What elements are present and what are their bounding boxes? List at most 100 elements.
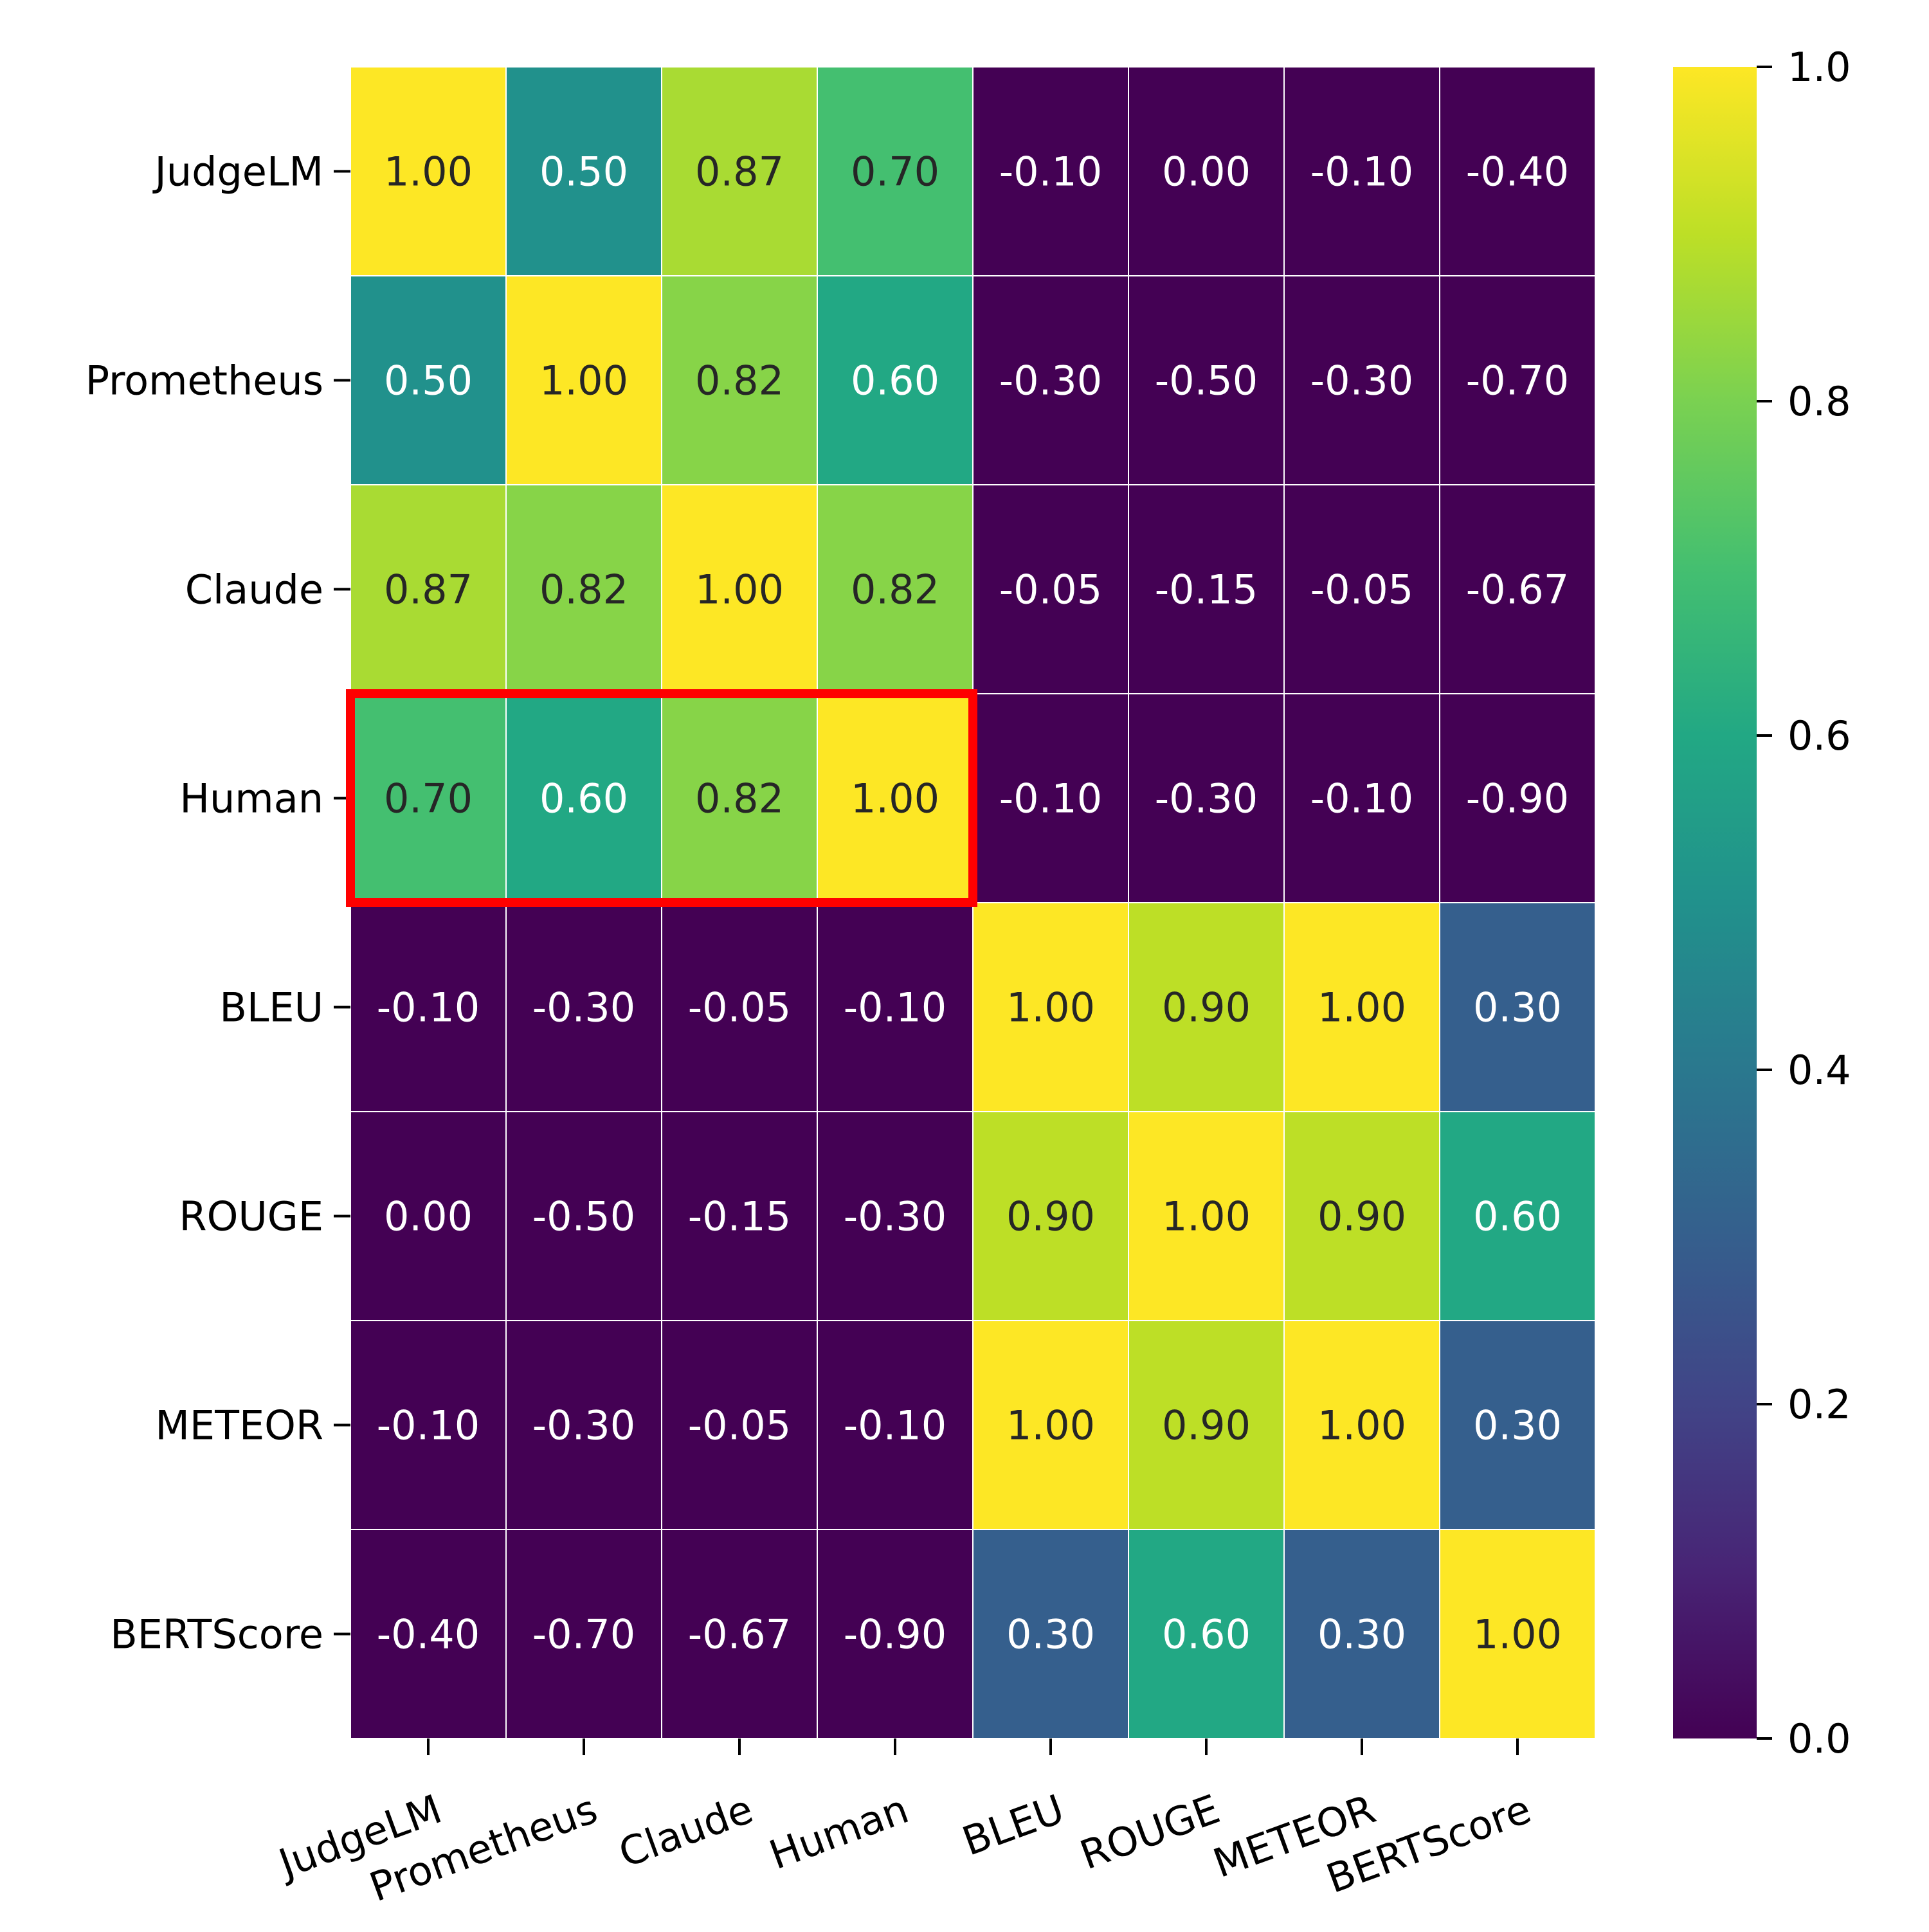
- cell-value-label: 1.00: [1318, 1402, 1406, 1449]
- heatmap-cell: [817, 275, 974, 485]
- cell-value-label: 1.00: [1006, 984, 1095, 1031]
- y-tick-label: Prometheus: [86, 357, 323, 404]
- heatmap-cell: [1128, 902, 1285, 1112]
- cell-value-label: 1.00: [1473, 1611, 1562, 1658]
- cell-value-label: -0.15: [1155, 566, 1258, 613]
- cell-value-label: -0.70: [1466, 357, 1569, 404]
- heatmap-cell: [505, 484, 662, 694]
- cell-value-label: 0.90: [1006, 1193, 1095, 1240]
- x-tick-label: BLEU: [956, 1785, 1070, 1865]
- heatmap-cell: [1128, 1529, 1285, 1739]
- y-tick-label: METEOR: [155, 1402, 323, 1449]
- heatmap-cell: [661, 1111, 818, 1321]
- heatmap-cell: [1128, 484, 1285, 694]
- heatmap-cell: [1283, 1111, 1440, 1321]
- x-tick-label: ROUGE: [1074, 1785, 1226, 1879]
- heatmap-cell: [1128, 1320, 1285, 1530]
- cell-value-label: 0.82: [695, 357, 784, 404]
- cell-value-label: -0.40: [1466, 149, 1569, 195]
- cell-value-label: -0.40: [377, 1611, 480, 1658]
- heatmap-cell: [1439, 484, 1596, 694]
- heatmap-cell: [350, 693, 507, 903]
- cell-value-label: -0.15: [688, 1193, 791, 1240]
- cell-value-label: 1.00: [1162, 1193, 1251, 1240]
- cell-value-label: 0.30: [1006, 1611, 1095, 1658]
- heatmap-cell: [350, 66, 507, 276]
- heatmap-cell: [661, 66, 818, 276]
- y-tick-label: Claude: [185, 566, 323, 613]
- heatmap-cell: [1283, 693, 1440, 903]
- colorbar-tick-label: 1.0: [1788, 44, 1851, 91]
- highlight-box: [346, 689, 977, 907]
- cell-value-label: -0.30: [1155, 775, 1258, 822]
- heatmap-cell: [661, 693, 818, 903]
- heatmap-cell: [1283, 275, 1440, 485]
- cell-value-label: -0.50: [1155, 357, 1258, 404]
- cell-value-label: -0.05: [688, 1402, 791, 1449]
- heatmap-cell: [661, 1529, 818, 1739]
- heatmap-cell: [972, 275, 1129, 485]
- cell-value-label: 1.00: [1318, 984, 1406, 1031]
- highlight-box-layer: [346, 689, 977, 907]
- cell-value-label: 0.30: [1318, 1611, 1406, 1658]
- colorbar-tick-label: 0.2: [1788, 1381, 1851, 1428]
- heatmap-cell: [817, 902, 974, 1112]
- heatmap-cell: [972, 1111, 1129, 1321]
- cell-value-label: -0.90: [844, 1611, 946, 1658]
- cell-value-label: 1.00: [384, 149, 473, 195]
- heatmap-cell: [817, 66, 974, 276]
- cell-value-label: -0.30: [999, 357, 1102, 404]
- heatmap-cell: [817, 484, 974, 694]
- cell-value-label: 0.82: [539, 566, 628, 613]
- cell-value-label: 0.60: [1473, 1193, 1562, 1240]
- heatmap-cell: [972, 66, 1129, 276]
- y-axis: JudgeLM Prometheus Claude Human BLEU ROUGE MET…: [86, 149, 350, 1658]
- cell-annotations: 1.00 0.50 0.87 0.70 -0.10 0.00 -0.10 -0.40 0.50 1…: [377, 149, 1569, 1658]
- cell-value-label: -0.70: [532, 1611, 635, 1658]
- cell-value-label: 0.90: [1162, 984, 1251, 1031]
- heatmap-cell: [505, 66, 662, 276]
- cell-value-label: -0.05: [1310, 566, 1413, 613]
- cell-value-label: -0.30: [1310, 357, 1413, 404]
- heatmap-cell: [972, 1529, 1129, 1739]
- heatmap-cell: [1283, 484, 1440, 694]
- colorbar-tick-label: 0.0: [1788, 1715, 1851, 1762]
- heatmap-cell: [1439, 66, 1596, 276]
- colorbar-tick-label: 0.4: [1788, 1047, 1851, 1094]
- cell-value-label: -0.90: [1466, 775, 1569, 822]
- heatmap-cell: [972, 693, 1129, 903]
- cell-value-label: 0.30: [1473, 1402, 1562, 1449]
- heatmap-cells: [350, 66, 1596, 1739]
- y-tick-label: ROUGE: [179, 1193, 323, 1240]
- cell-value-label: -0.10: [844, 1402, 946, 1449]
- heatmap-cell: [817, 693, 974, 903]
- heatmap-cell: [972, 484, 1129, 694]
- cell-value-label: 0.60: [1162, 1611, 1251, 1658]
- cell-value-label: -0.30: [844, 1193, 946, 1240]
- cell-value-label: 0.50: [539, 149, 628, 195]
- cell-value-label: -0.30: [532, 984, 635, 1031]
- y-tick-label: BERTScore: [110, 1611, 323, 1658]
- heatmap-cell: [1128, 275, 1285, 485]
- cell-value-label: 0.87: [695, 149, 784, 195]
- cell-value-label: -0.05: [688, 984, 791, 1031]
- colorbar-gradient: [1673, 67, 1757, 1738]
- cell-value-label: -0.10: [1310, 149, 1413, 195]
- x-tick-label: Human: [763, 1785, 914, 1879]
- heatmap-cell: [972, 1320, 1129, 1530]
- heatmap-cell: [505, 275, 662, 485]
- heatmap-cell: [505, 1111, 662, 1321]
- cell-value-label: 1.00: [1006, 1402, 1095, 1449]
- heatmap-cell: [1439, 1320, 1596, 1530]
- y-tick-label: JudgeLM: [152, 149, 323, 195]
- cell-value-label: 0.70: [384, 775, 473, 822]
- colorbar-tick-label: 0.8: [1788, 378, 1851, 425]
- heatmap-cell: [350, 484, 507, 694]
- cell-value-label: 0.00: [384, 1193, 473, 1240]
- cell-value-label: -0.10: [377, 984, 480, 1031]
- x-tick-label: Claude: [613, 1785, 759, 1877]
- cell-value-label: 0.90: [1318, 1193, 1406, 1240]
- cell-value-label: 1.00: [539, 357, 628, 404]
